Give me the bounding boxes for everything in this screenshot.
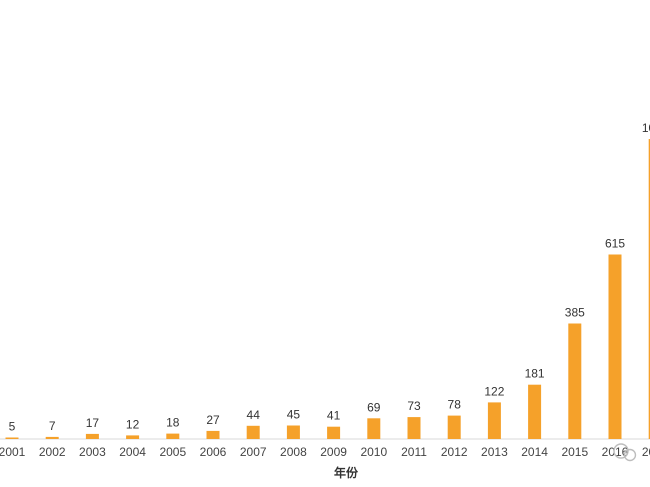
data-label-2015: 385 bbox=[565, 306, 585, 320]
bar-2013 bbox=[487, 402, 501, 439]
data-label-2014: 181 bbox=[525, 367, 545, 381]
data-label-2013: 122 bbox=[484, 384, 504, 398]
bar-2006 bbox=[206, 430, 220, 439]
bar-2003 bbox=[85, 433, 99, 439]
bar-2009 bbox=[327, 426, 341, 439]
bar-2001 bbox=[5, 437, 19, 439]
bar-2017 bbox=[648, 139, 650, 439]
bar-2007 bbox=[246, 425, 260, 439]
data-label-2006: 27 bbox=[206, 413, 220, 427]
data-label-2004: 12 bbox=[126, 417, 140, 431]
bar-2014 bbox=[528, 384, 542, 439]
bar-2008 bbox=[286, 425, 300, 439]
x-tick-2004: 2004 bbox=[119, 445, 146, 459]
data-label-2009: 41 bbox=[327, 409, 341, 423]
data-label-2010: 69 bbox=[367, 400, 381, 414]
data-label-2001: 5 bbox=[9, 420, 16, 434]
data-label-2005: 18 bbox=[166, 416, 180, 430]
x-tick-2003: 2003 bbox=[79, 445, 106, 459]
x-tick-2015: 2015 bbox=[561, 445, 588, 459]
x-axis-title: 年份 bbox=[334, 465, 359, 480]
data-label-2003: 17 bbox=[86, 416, 100, 430]
bar-2012 bbox=[447, 415, 461, 439]
x-tick-2012: 2012 bbox=[441, 445, 468, 459]
x-tick-2007: 2007 bbox=[240, 445, 267, 459]
x-tick-2014: 2014 bbox=[521, 445, 548, 459]
x-tick-2010: 2010 bbox=[360, 445, 387, 459]
data-label-2016: 615 bbox=[605, 237, 625, 251]
data-labels-group: 5 7 17 12 18 27 44 45 41 69 73 78 122 181 385 615 1000 bbox=[9, 121, 650, 434]
bar-2005 bbox=[166, 433, 180, 439]
bar-2011 bbox=[407, 417, 421, 439]
bars-group bbox=[5, 139, 650, 439]
x-tick-2016: 2016 bbox=[602, 445, 629, 459]
x-tick-2017: 2017 bbox=[642, 445, 650, 459]
bar-2010 bbox=[367, 418, 381, 439]
bar-2002 bbox=[45, 436, 59, 439]
x-tick-2001: 2001 bbox=[0, 445, 26, 459]
data-label-2017: 1000 bbox=[642, 121, 650, 135]
data-label-2012: 78 bbox=[448, 398, 462, 412]
x-tick-2011: 2011 bbox=[401, 445, 427, 459]
bar-2015 bbox=[568, 323, 582, 439]
x-tick-2005: 2005 bbox=[159, 445, 186, 459]
x-tick-2009: 2009 bbox=[320, 445, 347, 459]
data-label-2002: 7 bbox=[49, 419, 56, 433]
x-tick-2002: 2002 bbox=[39, 445, 66, 459]
x-tick-2008: 2008 bbox=[280, 445, 307, 459]
x-tick-labels-group: 2001 2002 2003 2004 2005 2006 2007 2008 2009 2010… bbox=[0, 445, 650, 459]
watermark-icon bbox=[613, 443, 637, 462]
data-label-2008: 45 bbox=[287, 408, 301, 422]
x-tick-2006: 2006 bbox=[200, 445, 227, 459]
data-label-2007: 44 bbox=[247, 408, 261, 422]
data-label-2011: 73 bbox=[407, 399, 421, 413]
x-tick-2013: 2013 bbox=[481, 445, 508, 459]
bar-2016 bbox=[608, 254, 622, 439]
bar-2004 bbox=[126, 435, 140, 439]
